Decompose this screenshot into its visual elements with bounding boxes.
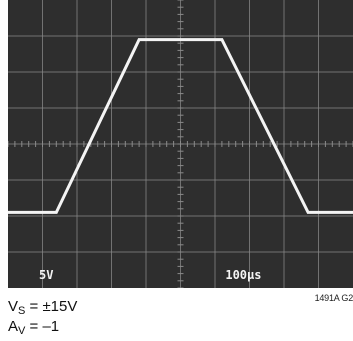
vs-subscript: S: [18, 305, 26, 317]
scale-labels: 5V 100µs: [39, 268, 261, 282]
oscilloscope-chart: 5V 100µs: [8, 0, 353, 288]
av-value: = –1: [25, 318, 60, 335]
supply-voltage-condition: VS = ±15V: [8, 298, 78, 317]
figure-id: 1491A G2: [314, 293, 353, 303]
gain-condition: AV = –1: [8, 318, 60, 337]
trapezoid-trace: [8, 38, 353, 214]
center-axis-ticks: [8, 0, 353, 288]
horizontal-scale-label: 100µs: [225, 268, 261, 282]
vs-value: = ±15V: [25, 298, 78, 315]
av-subscript: V: [18, 325, 26, 337]
vs-symbol: V: [8, 298, 19, 315]
vertical-scale-label: 5V: [39, 268, 53, 282]
av-symbol: A: [8, 318, 19, 335]
traces: [8, 38, 353, 214]
